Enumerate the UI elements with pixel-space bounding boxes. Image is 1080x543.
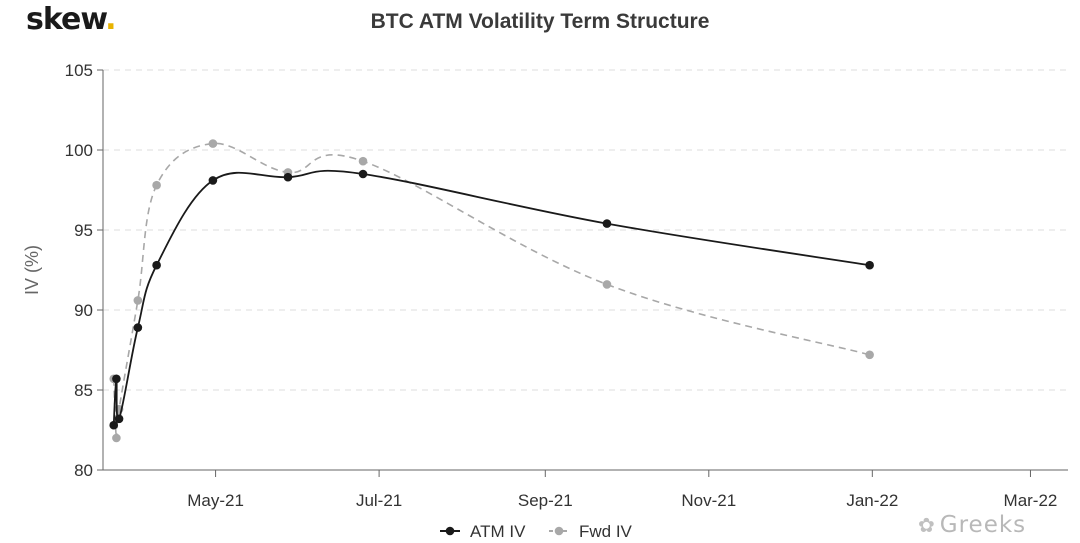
data-point-fwd-iv (133, 296, 143, 305)
data-point-atm-iv (152, 260, 161, 270)
legend-label-fwd-iv: Fwd IV (579, 522, 633, 541)
x-axis: May-21 Jul-21 Sep-21 Nov-21 Jan-22 Mar-22 (103, 469, 1068, 510)
legend-marker-fwd-iv (554, 526, 564, 536)
x-tick-label: Sep-21 (518, 491, 573, 510)
chart-title: BTC ATM Volatility Term Structure (370, 10, 710, 33)
grid-lines (103, 69, 1068, 391)
y-axis: 80 85 90 95 100 105 (65, 61, 104, 480)
data-point-atm-iv (602, 219, 612, 228)
logo-dot: . (105, 2, 116, 37)
watermark: ✿ Greeks (918, 512, 1026, 538)
data-point-fwd-iv (358, 156, 368, 166)
y-tick-label: 95 (74, 221, 93, 240)
y-tick-label: 85 (74, 381, 93, 400)
legend-label-atm-iv: ATM IV (470, 522, 526, 541)
data-point-atm-iv (114, 414, 124, 424)
data-point-atm-iv (112, 374, 121, 384)
y-tick-label: 100 (65, 141, 93, 160)
series-group (109, 139, 874, 443)
data-point-atm-iv (133, 323, 143, 332)
data-point-atm-iv (865, 260, 874, 270)
data-point-atm-iv (358, 169, 368, 179)
series-line-fwd-iv (112, 142, 870, 441)
data-point-atm-iv (208, 176, 218, 185)
y-tick-label: 105 (65, 61, 93, 80)
x-tick-label: May-21 (187, 491, 244, 510)
legend-marker-atm-iv (445, 526, 455, 536)
series-line-atm-iv (112, 169, 870, 426)
data-point-fwd-iv (865, 350, 874, 360)
skew-logo: skew. (26, 2, 117, 37)
data-point-fwd-iv (208, 139, 218, 148)
wechat-icon: ✿ (918, 513, 936, 537)
x-tick-label: Jul-21 (356, 491, 402, 510)
logo-text: skew (26, 2, 106, 37)
data-point-fwd-iv (152, 180, 161, 190)
legend[interactable]: ATM IV Fwd IV (440, 522, 633, 541)
data-point-atm-iv (109, 420, 119, 430)
data-point-atm-iv (283, 172, 293, 182)
y-axis-label: IV (%) (22, 245, 42, 295)
y-tick-label: 80 (74, 461, 93, 480)
data-point-fwd-iv (112, 433, 121, 443)
x-tick-label: Nov-21 (681, 491, 736, 510)
data-point-fwd-iv (602, 280, 612, 289)
x-tick-label: Jan-22 (846, 491, 898, 510)
x-tick-label: Mar-22 (1004, 491, 1058, 510)
y-tick-label: 90 (74, 301, 93, 320)
watermark-text: Greeks (939, 512, 1027, 538)
